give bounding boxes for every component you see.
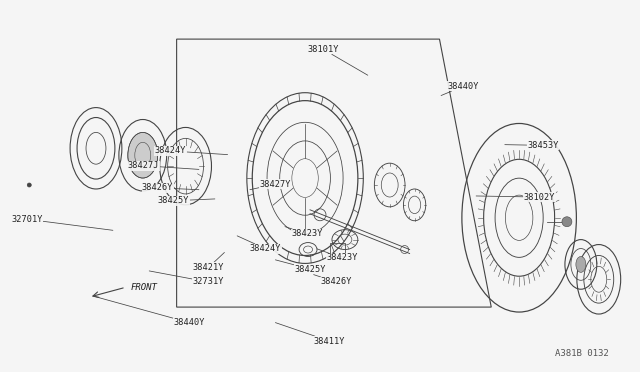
Text: 38426Y: 38426Y [142,183,199,192]
Text: 38427J: 38427J [128,161,199,170]
Text: 38425Y: 38425Y [275,260,326,273]
Text: FRONT: FRONT [131,283,157,292]
Text: 38101Y: 38101Y [308,45,368,75]
Text: 38411Y: 38411Y [275,323,345,346]
Text: A381B 0132: A381B 0132 [555,349,609,358]
Ellipse shape [128,132,157,178]
Text: 38427Y: 38427Y [250,180,291,190]
Text: 38423Y: 38423Y [285,227,323,238]
Text: 38423Y: 38423Y [317,249,358,263]
Text: 38424Y: 38424Y [237,236,282,253]
Text: 38425Y: 38425Y [158,196,215,205]
Text: 38421Y: 38421Y [193,253,225,272]
Text: 38424Y: 38424Y [155,147,228,155]
Text: 32701Y: 32701Y [12,215,113,230]
Text: 38102Y: 38102Y [476,193,556,202]
Text: 38453Y: 38453Y [505,141,559,150]
Text: 38440Y: 38440Y [96,297,205,327]
Circle shape [28,183,31,187]
Text: 38426Y: 38426Y [314,275,351,286]
Ellipse shape [77,118,115,179]
Circle shape [562,217,572,227]
Text: 38440Y: 38440Y [441,82,479,96]
Ellipse shape [576,256,586,272]
Text: 32731Y: 32731Y [149,271,224,286]
